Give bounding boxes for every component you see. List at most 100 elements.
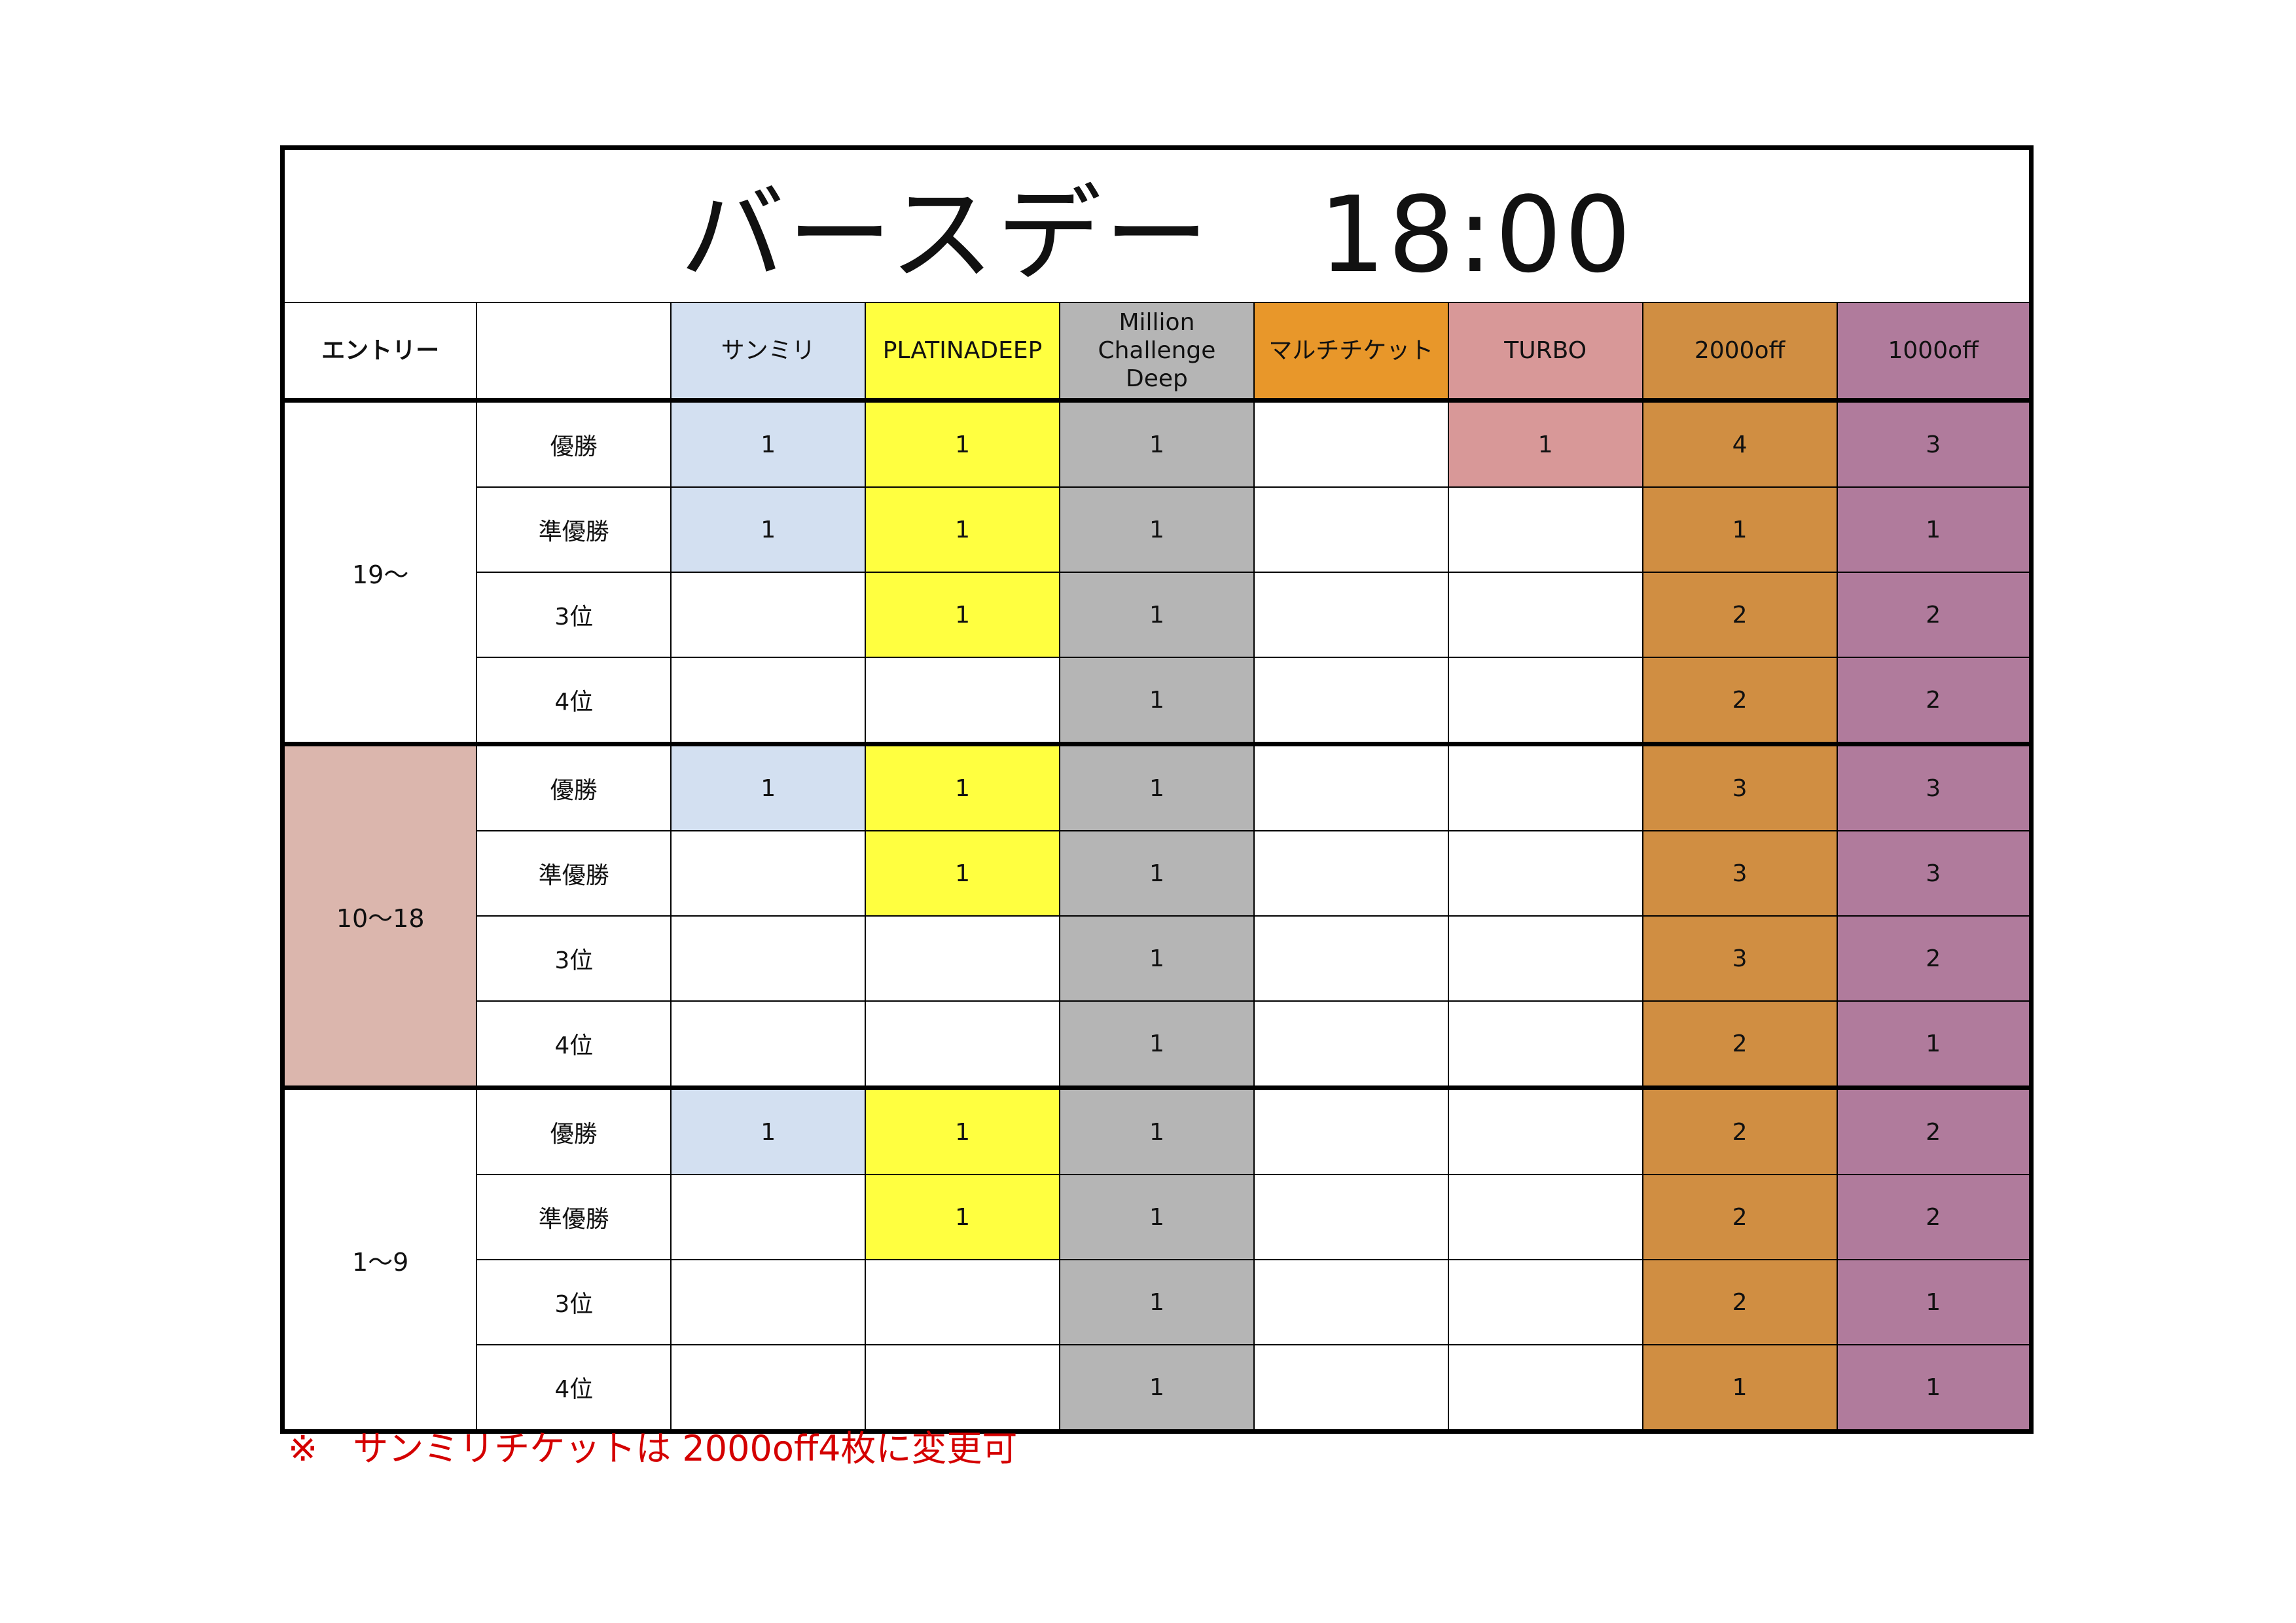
value-cell: 1 [1059, 1259, 1255, 1345]
header-col-0: サンミリ [670, 302, 867, 403]
rank-label: 優勝 [476, 742, 672, 831]
value-cell: 1 [670, 1085, 867, 1175]
prize-table: バースデー 18:00 エントリー サンミリ PLATINADEEP Million… [280, 145, 2034, 1434]
value-cell: 1 [865, 1085, 1060, 1175]
value-cell [1253, 830, 1449, 917]
table-row: 3位 1 2 1 [283, 1259, 2032, 1345]
value-cell: 1 [865, 1174, 1060, 1260]
value-cell [670, 1259, 867, 1345]
value-cell: 2 [1641, 572, 1838, 658]
value-cell: 1 [670, 399, 867, 488]
header-col-6: 1000off [1836, 302, 2032, 403]
value-cell: 1 [670, 486, 867, 573]
value-cell [1253, 1174, 1449, 1260]
value-cell: 1 [1059, 1174, 1255, 1260]
table-row: 19〜 優勝 1 1 1 1 4 3 [281, 399, 2032, 745]
value-cell: 2 [1641, 1259, 1838, 1345]
value-cell: 1 [1447, 399, 1643, 488]
value-cell [1447, 657, 1643, 745]
value-cell [1447, 830, 1643, 917]
rank-label: 3位 [476, 572, 672, 658]
value-cell [865, 1259, 1060, 1345]
value-cell [865, 657, 1060, 745]
table-row: 4位 1 1 1 [283, 1344, 2032, 1432]
header-col-1: PLATINADEEP [865, 302, 1060, 403]
value-cell [1447, 1000, 1643, 1089]
rank-label: 4位 [476, 1344, 672, 1432]
value-cell: 2 [1641, 1174, 1838, 1260]
value-cell: 2 [1836, 657, 2032, 745]
table-row: 1〜9 優勝 1 1 1 2 2 [281, 1085, 2032, 1432]
rank-label: 優勝 [476, 399, 672, 488]
value-cell: 3 [1836, 399, 2032, 488]
value-cell [1253, 1085, 1449, 1175]
value-cell: 1 [1836, 1344, 2032, 1432]
header-col-3: マルチチケット [1253, 302, 1449, 403]
value-cell [670, 657, 867, 745]
value-cell: 1 [1059, 742, 1255, 831]
value-cell: 1 [1641, 1344, 1838, 1432]
value-cell: 1 [1836, 1259, 2032, 1345]
value-cell [1253, 572, 1449, 658]
value-cell: 1 [865, 399, 1060, 488]
value-cell: 1 [1836, 486, 2032, 573]
value-cell [865, 1344, 1060, 1432]
value-cell: 3 [1836, 742, 2032, 831]
value-cell [1253, 915, 1449, 1002]
value-cell [1253, 1259, 1449, 1345]
value-cell [1253, 1000, 1449, 1089]
value-cell: 1 [1641, 486, 1838, 573]
value-cell: 1 [1059, 1344, 1255, 1432]
value-cell: 3 [1641, 915, 1838, 1002]
value-cell [1447, 1085, 1643, 1175]
value-cell: 1 [865, 486, 1060, 573]
value-cell: 2 [1641, 1085, 1838, 1175]
value-cell [1447, 1259, 1643, 1345]
value-cell [670, 1000, 867, 1089]
value-cell [670, 1174, 867, 1260]
header-entry: エントリー [281, 302, 478, 403]
value-cell: 4 [1641, 399, 1838, 488]
group-label: 10〜18 [281, 742, 478, 1089]
rank-label: 準優勝 [476, 486, 672, 573]
value-cell: 2 [1836, 915, 2032, 1002]
rank-label: 優勝 [476, 1085, 672, 1175]
value-cell [1253, 399, 1449, 488]
value-cell [1447, 486, 1643, 573]
table-row: 4位 1 2 2 [283, 657, 2032, 745]
rank-label: 準優勝 [476, 1174, 672, 1260]
header-col-2: Million Challenge Deep [1059, 302, 1255, 403]
value-cell [670, 915, 867, 1002]
value-cell [1253, 742, 1449, 831]
value-cell: 3 [1641, 742, 1838, 831]
value-cell: 2 [1836, 1085, 2032, 1175]
value-cell: 1 [1059, 1000, 1255, 1089]
value-cell [670, 572, 867, 658]
value-cell: 2 [1641, 1000, 1838, 1089]
value-cell [1253, 657, 1449, 745]
table-row: 3位 1 1 2 2 [283, 572, 2032, 658]
table-row: 準優勝 1 1 2 2 [283, 1174, 2032, 1260]
value-cell [670, 830, 867, 917]
value-cell: 1 [865, 830, 1060, 917]
value-cell: 1 [1059, 572, 1255, 658]
value-cell: 1 [670, 742, 867, 831]
value-cell [1447, 742, 1643, 831]
group-label: 1〜9 [281, 1085, 478, 1432]
value-cell: 1 [865, 742, 1060, 831]
value-cell: 2 [1836, 1174, 2032, 1260]
value-cell: 2 [1641, 657, 1838, 745]
table-row: 3位 1 3 2 [283, 915, 2032, 1002]
value-cell: 3 [1641, 830, 1838, 917]
value-cell: 1 [1836, 1000, 2032, 1089]
header-col-5: 2000off [1641, 302, 1838, 403]
rank-label: 4位 [476, 1000, 672, 1089]
rank-label: 準優勝 [476, 830, 672, 917]
value-cell: 1 [1059, 1085, 1255, 1175]
value-cell [1447, 1344, 1643, 1432]
value-cell [1447, 572, 1643, 658]
value-cell: 3 [1836, 830, 2032, 917]
value-cell: 1 [1059, 915, 1255, 1002]
value-cell: 1 [1059, 399, 1255, 488]
value-cell: 1 [1059, 830, 1255, 917]
